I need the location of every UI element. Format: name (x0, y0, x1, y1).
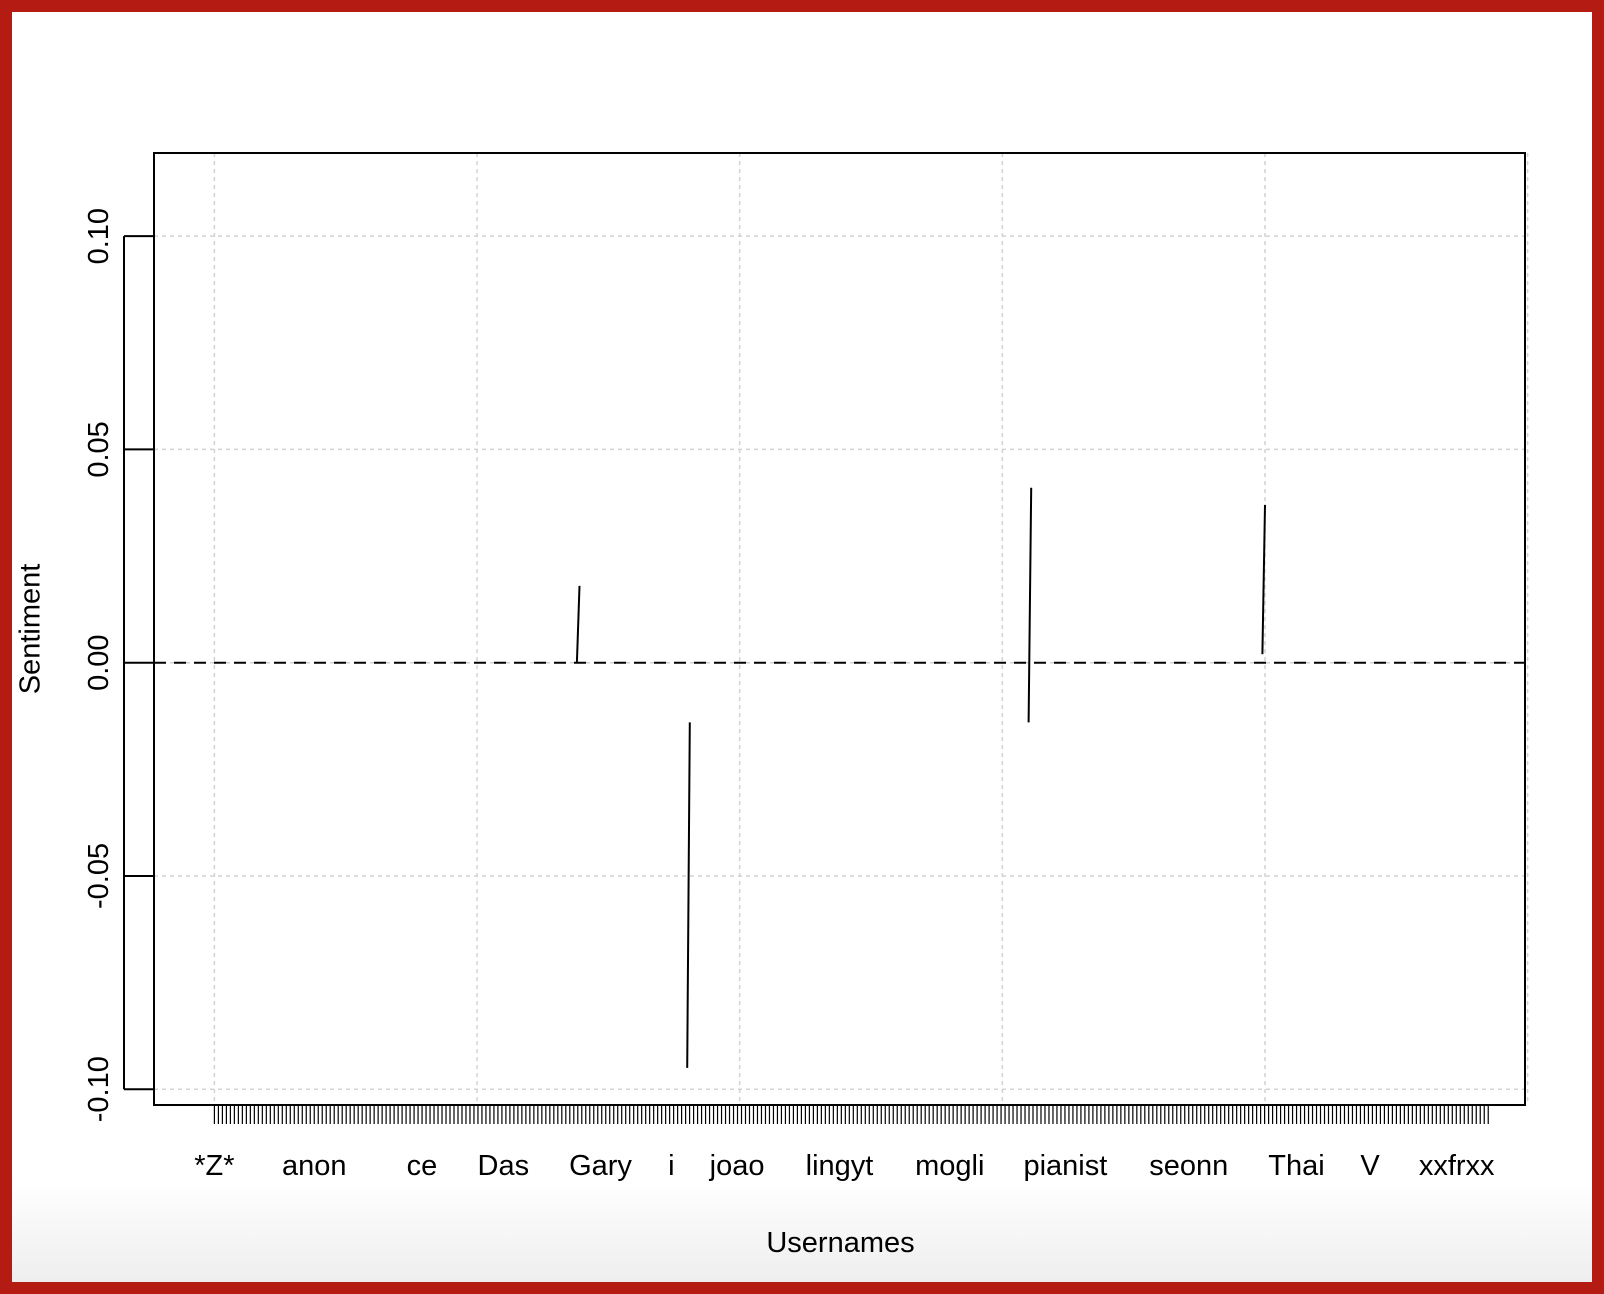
x-tick-label: i (668, 1150, 674, 1182)
x-tick-label: xxfrxx (1419, 1150, 1495, 1182)
x-tick-label: Das (478, 1150, 530, 1182)
grid (154, 153, 1529, 1105)
y-tick-label: -0.10 (83, 1056, 115, 1122)
y-axis-title: Sentiment (15, 564, 47, 695)
series-line (1261, 504, 1266, 655)
series-line (686, 722, 691, 1068)
x-tick-label: pianist (1023, 1150, 1107, 1182)
plot-area (153, 152, 1526, 1106)
y-tick-label: 0.00 (83, 634, 115, 690)
x-axis: *Z* anon ce Das Gary i joao lingyt mogli pianist s… (194, 1150, 1495, 1182)
x-axis-title: Usernames (766, 1227, 914, 1259)
x-tick-label: mogli (915, 1150, 984, 1182)
x-rug (213, 1105, 1489, 1124)
series-line (1027, 487, 1033, 723)
x-tick-label: Thai (1268, 1150, 1324, 1182)
y-axis: -0.10 -0.05 0.00 0.05 0.10 (83, 208, 154, 1122)
x-tick-label: V (1360, 1150, 1380, 1182)
x-tick-label: ce (407, 1150, 438, 1182)
x-tick-label: anon (282, 1150, 347, 1182)
series-line (575, 585, 581, 663)
y-tick-label: 0.05 (83, 421, 115, 477)
series-lines (575, 487, 1266, 1068)
x-tick-label: seonn (1149, 1150, 1228, 1182)
x-tick-label: lingyt (806, 1150, 874, 1182)
y-tick-label: 0.10 (83, 208, 115, 264)
x-tick-label: Gary (569, 1150, 632, 1182)
y-tick-label: -0.05 (83, 843, 115, 909)
x-tick-label: *Z* (194, 1150, 234, 1182)
x-tick-label: joao (709, 1150, 765, 1182)
